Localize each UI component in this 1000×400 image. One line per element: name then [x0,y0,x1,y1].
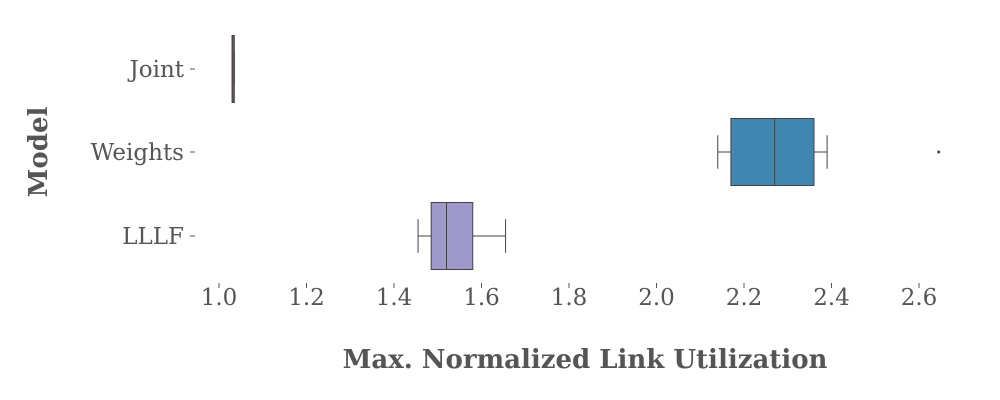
y-tick-label-joint: Joint [128,57,185,83]
x-tick-label: 2.4 [813,285,850,311]
box-series [231,35,941,270]
y-tick-label-lllf: LLLF [122,224,184,250]
x-tick-label: 1.8 [551,285,588,311]
x-tick-label: 2.2 [726,285,763,311]
x-tick-label: 2.6 [901,285,938,311]
x-tick-label: 1.0 [201,285,238,311]
x-tick-label: 2.0 [638,285,675,311]
y-tick-label-weights: Weights [91,140,184,166]
y-axis-title: Model [24,107,54,198]
box-lllf [430,202,474,270]
x-tick-label: 1.2 [288,285,325,311]
x-tick-label: 1.4 [376,285,413,311]
x-axis-ticks: 1.0 1.2 1.4 1.6 1.8 2.0 2.2 2.4 2.6 [201,283,938,311]
box-weights [730,118,815,186]
x-axis-title: Max. Normalized Link Utilization [343,345,828,375]
outlier-point-weights [937,150,941,154]
y-axis-ticks: Joint Weights LLLF [91,57,195,250]
x-tick-label: 1.6 [463,285,500,311]
